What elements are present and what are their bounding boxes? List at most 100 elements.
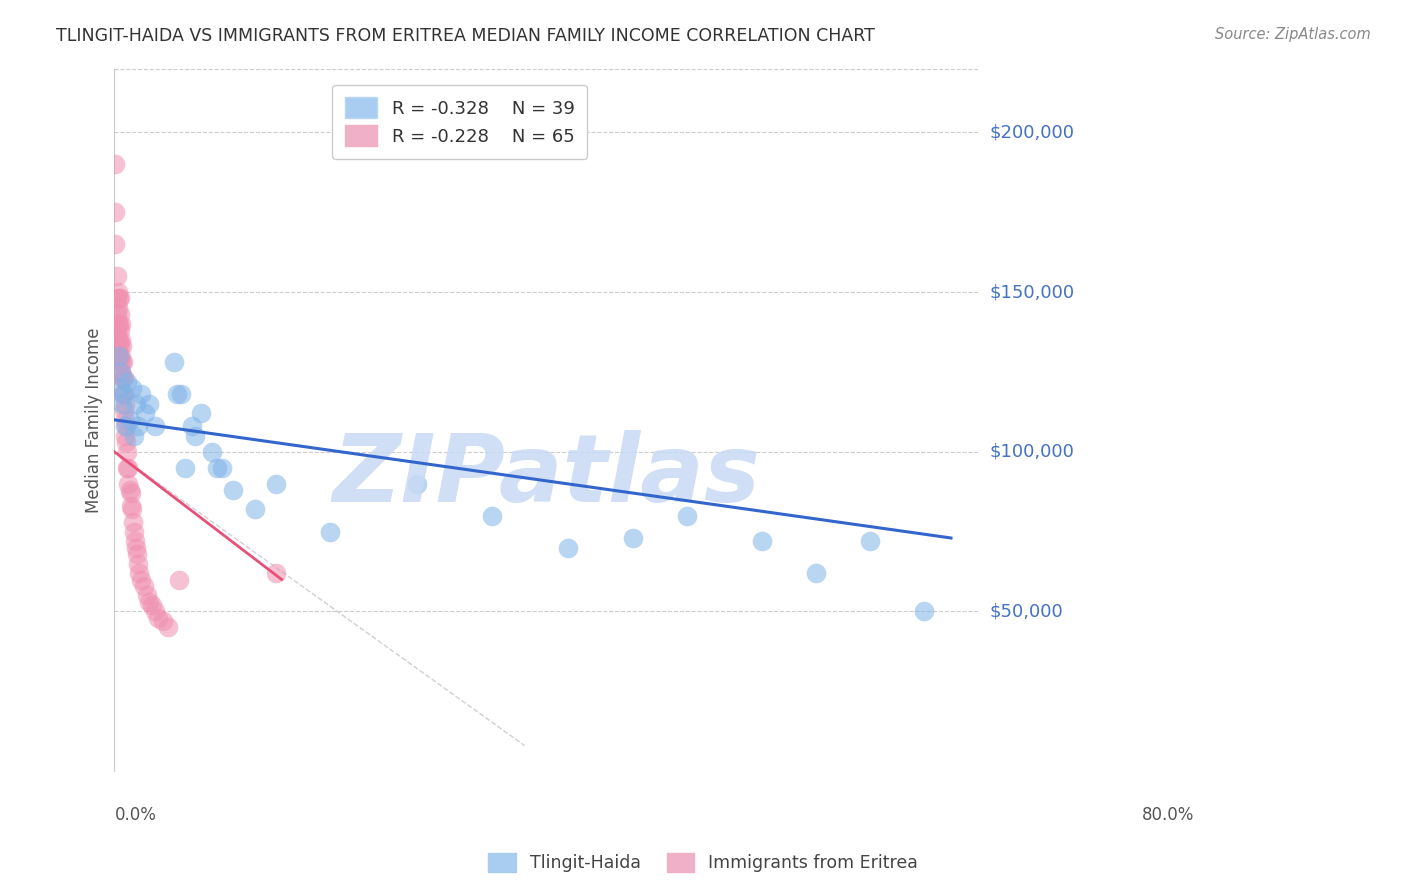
- Point: [112, 371, 135, 385]
- Point: [107, 349, 129, 363]
- Point: [117, 460, 139, 475]
- Point: [111, 371, 134, 385]
- Point: [121, 502, 143, 516]
- Point: [112, 371, 135, 385]
- Point: [145, 604, 167, 618]
- Point: [110, 349, 132, 363]
- Point: [125, 541, 148, 555]
- Point: [163, 355, 186, 369]
- Point: [122, 429, 145, 443]
- Point: [173, 460, 195, 475]
- Point: [114, 419, 136, 434]
- Point: [131, 573, 153, 587]
- Point: [112, 403, 135, 417]
- Point: [621, 531, 644, 545]
- Point: [804, 566, 827, 581]
- Point: [118, 413, 141, 427]
- Point: [481, 508, 503, 523]
- Point: [111, 397, 134, 411]
- Text: TLINGIT-HAIDA VS IMMIGRANTS FROM ERITREA MEDIAN FAMILY INCOME CORRELATION CHART: TLINGIT-HAIDA VS IMMIGRANTS FROM ERITREA…: [56, 27, 875, 45]
- Point: [170, 387, 193, 401]
- Point: [107, 292, 129, 306]
- Point: [190, 406, 212, 420]
- Point: [117, 444, 139, 458]
- Text: $50,000: $50,000: [988, 602, 1063, 621]
- Y-axis label: Median Family Income: Median Family Income: [86, 327, 103, 513]
- Point: [112, 387, 135, 401]
- Point: [120, 486, 142, 500]
- Point: [557, 541, 579, 555]
- Point: [125, 547, 148, 561]
- Point: [105, 292, 128, 306]
- Point: [110, 365, 132, 379]
- Point: [135, 589, 157, 603]
- Point: [222, 483, 245, 497]
- Point: [120, 499, 142, 513]
- Point: [107, 285, 129, 299]
- Point: [105, 323, 128, 337]
- Point: [912, 604, 935, 618]
- Point: [166, 387, 188, 401]
- Point: [121, 381, 143, 395]
- Point: [167, 573, 190, 587]
- Point: [105, 269, 128, 284]
- Point: [108, 381, 131, 395]
- Legend: R = -0.328    N = 39, R = -0.228    N = 65: R = -0.328 N = 39, R = -0.228 N = 65: [332, 85, 588, 159]
- Point: [128, 566, 150, 581]
- Point: [145, 419, 167, 434]
- Point: [107, 333, 129, 347]
- Point: [110, 317, 132, 331]
- Point: [104, 205, 127, 219]
- Text: $200,000: $200,000: [988, 123, 1074, 142]
- Point: [112, 387, 135, 401]
- Point: [319, 524, 342, 539]
- Point: [243, 502, 266, 516]
- Point: [675, 508, 697, 523]
- Text: Source: ZipAtlas.com: Source: ZipAtlas.com: [1215, 27, 1371, 42]
- Point: [107, 333, 129, 347]
- Point: [117, 460, 139, 475]
- Point: [141, 598, 163, 612]
- Point: [118, 483, 141, 497]
- Point: [111, 339, 134, 353]
- Point: [200, 444, 222, 458]
- Text: 0.0%: 0.0%: [114, 806, 156, 824]
- Point: [114, 429, 136, 443]
- Point: [105, 308, 128, 322]
- Point: [751, 534, 773, 549]
- Point: [131, 387, 153, 401]
- Point: [205, 460, 228, 475]
- Point: [266, 566, 288, 581]
- Point: [111, 355, 134, 369]
- Point: [112, 387, 135, 401]
- Point: [266, 476, 288, 491]
- Point: [134, 406, 156, 420]
- Text: $150,000: $150,000: [988, 283, 1074, 301]
- Point: [132, 579, 155, 593]
- Text: $100,000: $100,000: [988, 442, 1074, 461]
- Point: [859, 534, 882, 549]
- Point: [146, 611, 169, 625]
- Point: [108, 355, 131, 369]
- Point: [152, 614, 174, 628]
- Point: [117, 375, 139, 389]
- Point: [107, 349, 129, 363]
- Point: [112, 355, 135, 369]
- Point: [108, 292, 131, 306]
- Text: 80.0%: 80.0%: [1142, 806, 1194, 824]
- Point: [114, 397, 136, 411]
- Point: [107, 317, 129, 331]
- Point: [107, 343, 129, 357]
- Point: [107, 301, 129, 315]
- Point: [138, 397, 160, 411]
- Point: [110, 333, 132, 347]
- Point: [104, 237, 127, 252]
- Point: [122, 524, 145, 539]
- Point: [115, 419, 138, 434]
- Point: [127, 419, 149, 434]
- Point: [108, 339, 131, 353]
- Point: [114, 413, 136, 427]
- Point: [184, 429, 207, 443]
- Point: [181, 419, 204, 434]
- Point: [125, 397, 148, 411]
